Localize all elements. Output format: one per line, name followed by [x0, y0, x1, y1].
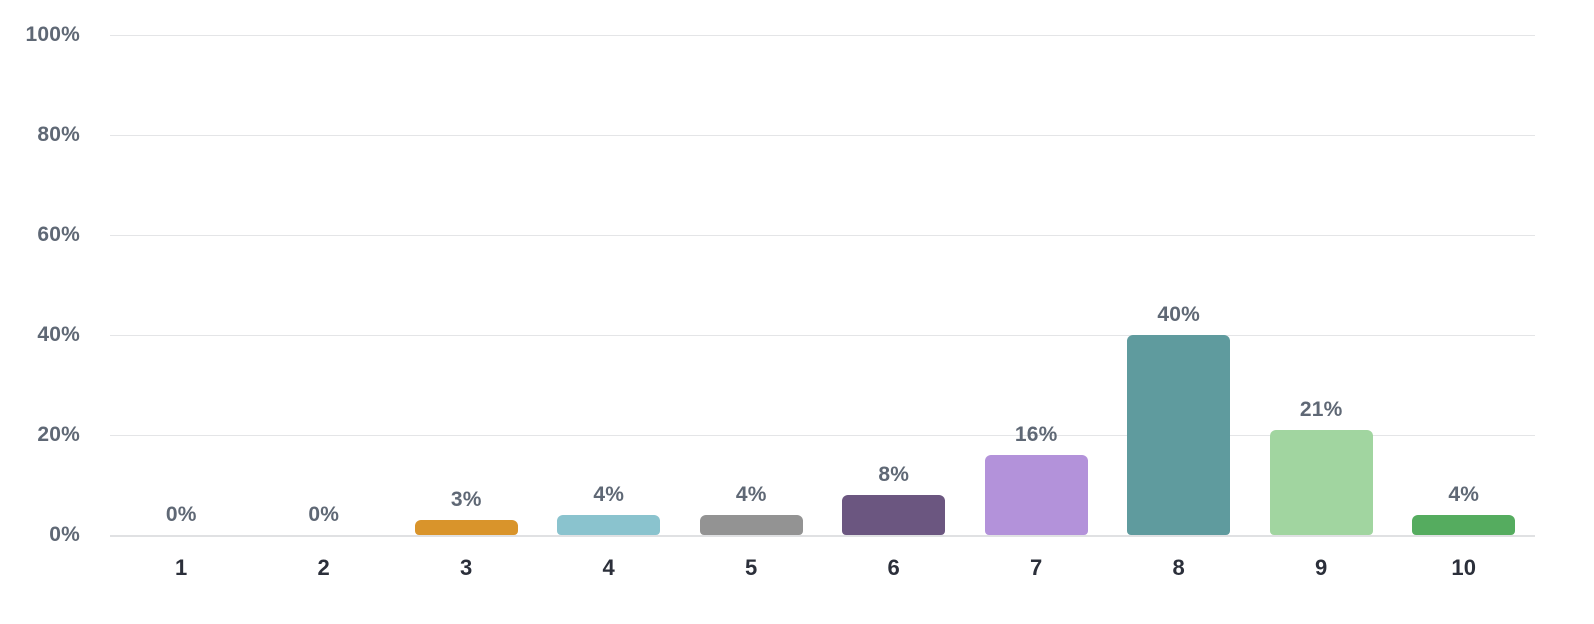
bar-slot-8[interactable]: 40%	[1108, 35, 1251, 535]
bar-rect[interactable]	[699, 515, 803, 535]
bar-slot-10[interactable]: 4%	[1393, 35, 1536, 535]
gridline-0	[110, 535, 1535, 537]
bar-slot-7[interactable]: 16%	[965, 35, 1108, 535]
bar-slot-6[interactable]: 8%	[823, 35, 966, 535]
x-axis-tick-2: 2	[317, 555, 330, 580]
bar-slot-4[interactable]: 4%	[538, 35, 681, 535]
bar-rect[interactable]	[1269, 430, 1373, 535]
x-axis-tick-1: 1	[175, 555, 188, 580]
x-axis: 1 2 3 4 5 6 7 8 9 10	[110, 555, 1535, 581]
bar-rect[interactable]	[557, 515, 661, 535]
bar-rect[interactable]	[1127, 335, 1231, 535]
bar-value-label: 40%	[1157, 303, 1201, 326]
bar-slot-3[interactable]: 3%	[395, 35, 538, 535]
bar-slot-5[interactable]: 4%	[680, 35, 823, 535]
bar-rect[interactable]	[842, 495, 946, 535]
bar-rect[interactable]	[414, 520, 518, 535]
bar-value-label: 8%	[878, 463, 910, 486]
x-axis-tick-7: 7	[1030, 555, 1043, 580]
y-axis-tick-40: 40%	[37, 323, 80, 346]
bar-slot-9[interactable]: 21%	[1250, 35, 1393, 535]
y-axis-tick-80: 80%	[37, 123, 80, 146]
y-axis-tick-0: 0%	[49, 523, 80, 546]
bar-value-label: 21%	[1299, 398, 1343, 421]
y-axis-tick-60: 60%	[37, 223, 80, 246]
bar-rect[interactable]	[984, 455, 1088, 535]
gridline-20	[110, 435, 1535, 436]
bar-slot-2[interactable]: 0%	[253, 35, 396, 535]
bar-value-label: 0%	[308, 503, 340, 526]
bar-value-label: 4%	[593, 483, 625, 506]
x-axis-tick-8: 8	[1172, 555, 1185, 580]
bar-value-label: 3%	[450, 488, 482, 511]
bar-rect[interactable]	[1412, 515, 1516, 535]
x-axis-tick-6: 6	[887, 555, 900, 580]
bar-value-label: 16%	[1014, 423, 1058, 446]
plot-area	[110, 35, 1535, 537]
x-axis-tick-9: 9	[1315, 555, 1328, 580]
x-axis-tick-4: 4	[602, 555, 615, 580]
bars-layer: 0% 0% 3% 4% 4% 8% 16% 40%	[110, 35, 1535, 535]
y-axis-tick-100: 100%	[25, 23, 80, 46]
gridline-100	[110, 35, 1535, 36]
bar-value-label: 4%	[735, 483, 767, 506]
bar-slot-1[interactable]: 0%	[110, 35, 253, 535]
gridline-60	[110, 235, 1535, 236]
gridline-80	[110, 135, 1535, 136]
x-axis-tick-3: 3	[460, 555, 473, 580]
bar-value-label: 0%	[165, 503, 197, 526]
x-axis-tick-5: 5	[745, 555, 758, 580]
gridline-40	[110, 335, 1535, 336]
y-axis-tick-20: 20%	[37, 423, 80, 446]
x-axis-tick-10: 10	[1451, 555, 1477, 580]
bar-value-label: 4%	[1448, 483, 1480, 506]
